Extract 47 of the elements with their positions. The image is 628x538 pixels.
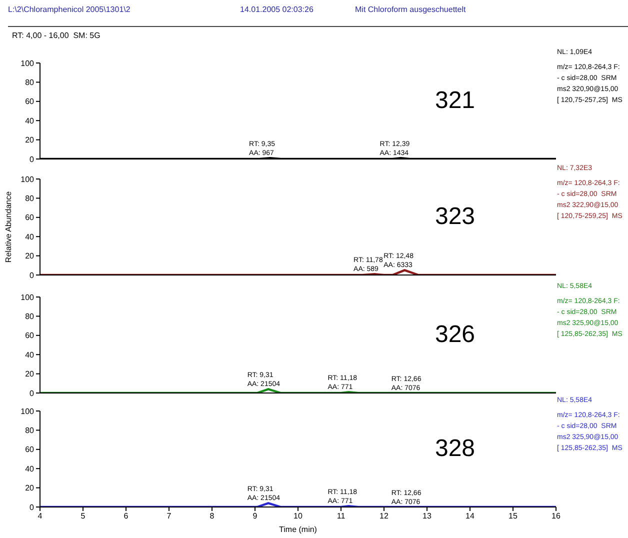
y-tick-label: 0 (30, 270, 35, 280)
y-tick-label: 80 (25, 194, 35, 204)
x-tick-label: 4 (38, 512, 43, 521)
y-tick-label: 100 (20, 174, 35, 184)
x-tick-label: 10 (294, 512, 303, 521)
y-tick-label: 40 (25, 116, 35, 126)
y-tick-label: 80 (25, 426, 35, 436)
y-tick-label: 40 (25, 350, 35, 360)
y-tick-label: 100 (20, 406, 35, 416)
y-tick-label: 40 (25, 232, 35, 242)
y-axis-title: Relative Abundance (4, 190, 13, 263)
y-tick-label: 80 (25, 312, 35, 322)
y-tick-label: 0 (30, 502, 35, 512)
y-tick-label: 20 (25, 484, 35, 493)
annotation: 328 (434, 435, 476, 463)
y-tick-label: 0 (30, 388, 35, 398)
y-tick-label: 60 (25, 331, 35, 340)
x-axis-title: Time (min) (279, 525, 318, 534)
y-tick-label: 60 (25, 213, 35, 222)
x-tick-label: 13 (422, 512, 432, 521)
y-tick-label: 60 (25, 97, 35, 106)
x-tick-label: 16 (552, 512, 561, 521)
text: Mit Chloroform ausgeschuettelt (355, 5, 466, 14)
text: RT: 4,00 - 16,00 SM: 5G (12, 31, 100, 40)
annotation: 326 (434, 321, 476, 349)
text: 14.01.2005 02:03:26 (240, 5, 314, 14)
y-tick-label: 60 (25, 445, 35, 454)
x-tick-label: 5 (80, 512, 86, 521)
x-tick-label: 9 (252, 512, 258, 521)
annotation: 323 (434, 203, 476, 231)
x-tick-label: 15 (508, 512, 518, 521)
y-tick-label: 80 (25, 78, 35, 88)
x-tick-label: 7 (166, 512, 172, 521)
x-tick-label: 6 (124, 512, 129, 521)
text: L:\2\Chloramphenicol 2005\1301\2 (8, 5, 130, 14)
y-tick-label: 100 (20, 58, 35, 68)
x-tick-label: 12 (380, 512, 389, 521)
y-tick-label: 0 (30, 154, 35, 164)
y-tick-label: 40 (25, 464, 35, 474)
y-tick-label: 20 (25, 252, 35, 261)
x-tick-label: 8 (210, 512, 215, 521)
x-tick-label: 14 (466, 512, 475, 521)
y-tick-label: 20 (25, 136, 35, 145)
y-tick-label: 100 (20, 292, 35, 302)
y-tick-label: 20 (25, 370, 35, 379)
x-tick-label: 11 (336, 512, 346, 521)
annotation: 321 (434, 87, 476, 115)
